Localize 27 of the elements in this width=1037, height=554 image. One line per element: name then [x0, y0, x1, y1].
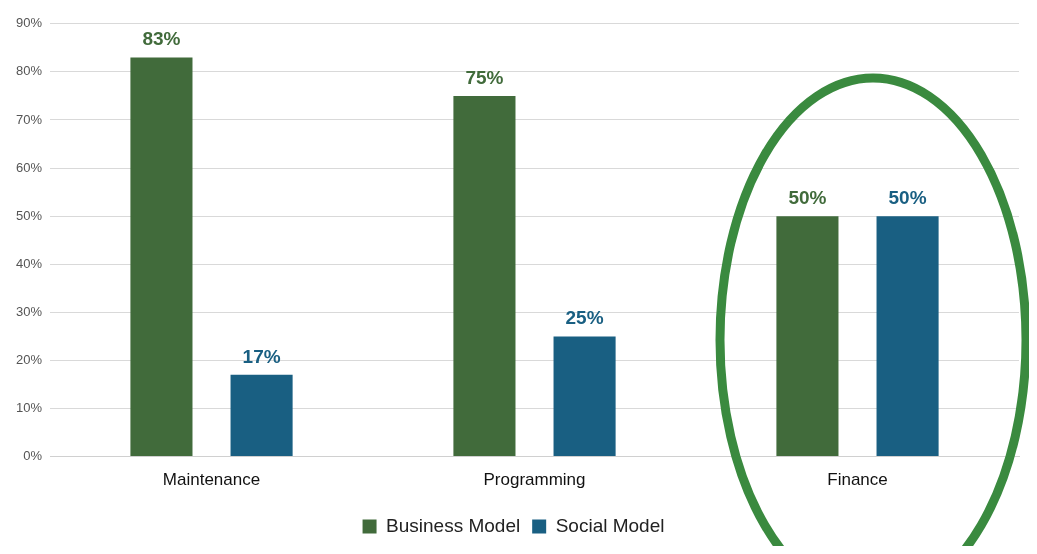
x-tick-label: Programming	[483, 470, 586, 490]
y-tick-label: 50%	[15, 207, 43, 223]
y-tick-label: 80%	[15, 63, 43, 79]
bar	[776, 216, 839, 457]
y-tick-label: 90%	[15, 15, 43, 31]
data-label: 25%	[565, 307, 604, 329]
x-tick-label: Maintenance	[162, 470, 261, 490]
legend-label: Social Model	[555, 514, 665, 536]
data-label: 50%	[788, 186, 827, 208]
bar	[453, 95, 516, 457]
y-tick-label: 10%	[15, 400, 43, 416]
x-tick-label: Finance	[827, 470, 888, 490]
y-tick-label: 0%	[23, 448, 43, 464]
legend-label: Business Model	[386, 514, 521, 536]
y-tick-label: 60%	[15, 159, 43, 175]
data-label: 75%	[465, 66, 504, 88]
bar	[876, 216, 939, 457]
y-tick-label: 20%	[15, 352, 43, 367]
y-tick-label: 30%	[15, 303, 43, 319]
bar	[553, 336, 616, 457]
y-tick-label: 70%	[15, 111, 43, 127]
bar	[230, 374, 293, 457]
data-label: 50%	[888, 186, 927, 208]
bar	[130, 57, 193, 457]
data-label: 83%	[142, 28, 181, 50]
y-tick-label: 40%	[15, 255, 43, 271]
data-label: 17%	[242, 345, 281, 367]
